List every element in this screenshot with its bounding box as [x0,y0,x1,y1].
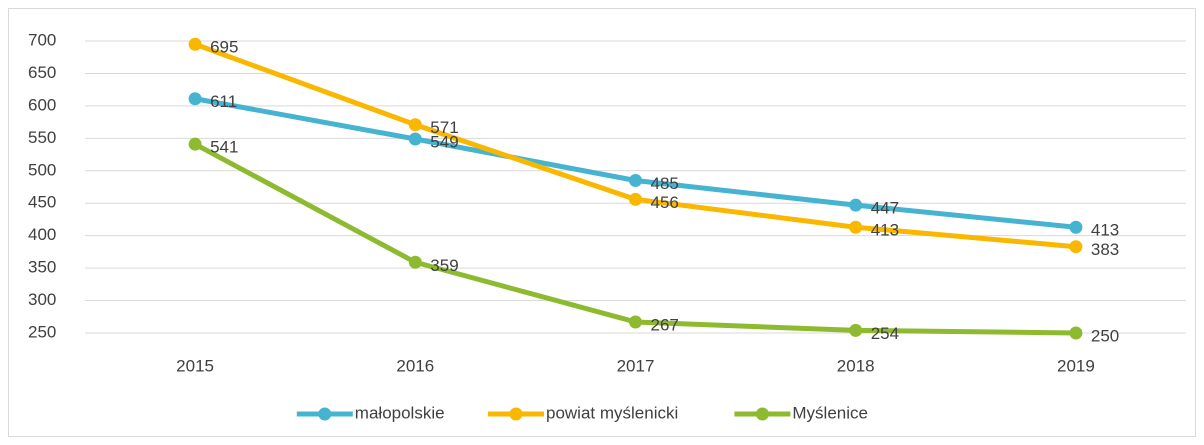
data-point [629,192,642,206]
legend-label: powiat myślenicki [546,403,678,422]
data-label: 413 [871,221,899,240]
data-label: 611 [210,92,237,111]
data-point [408,132,422,146]
legend-marker [509,407,523,421]
data-label: 695 [210,38,238,57]
data-label: 549 [430,132,458,151]
y-tick-label: 350 [28,258,56,277]
data-point [1069,220,1083,234]
x-tick-label: 2017 [617,356,655,375]
data-point [629,174,642,188]
data-point [188,92,202,106]
legend-label: Myślenice [792,403,868,422]
legend-marker [755,407,769,421]
chart-border [8,8,1196,437]
y-tick-label: 300 [28,290,56,309]
x-tick-label: 2018 [837,356,875,375]
data-label: 250 [1091,326,1119,345]
data-point [188,137,202,151]
data-point [1069,326,1083,340]
x-tick-label: 2019 [1057,356,1095,375]
y-tick-label: 700 [28,30,56,49]
data-label: 254 [871,324,899,343]
data-label: 456 [651,193,679,212]
legend-label: małopolskie [355,403,445,422]
data-point [849,198,863,212]
data-point [408,118,422,132]
data-label: 359 [430,256,458,275]
y-tick-label: 450 [28,193,56,212]
y-tick-label: 400 [28,225,56,244]
data-label: 541 [210,138,238,157]
data-label: 447 [871,199,899,218]
data-point [849,323,863,337]
data-label: 383 [1091,240,1119,259]
data-point [629,315,642,329]
data-point [849,220,863,234]
y-tick-label: 500 [28,160,56,179]
data-point [408,255,422,269]
y-tick-label: 650 [28,63,56,82]
data-point [188,37,202,51]
data-point [1069,240,1083,254]
y-tick-label: 250 [28,322,56,341]
x-tick-label: 2016 [396,356,434,375]
legend-marker [318,407,332,421]
data-label: 413 [1091,221,1119,240]
y-tick-label: 550 [28,128,56,147]
data-label: 267 [651,315,679,334]
data-label: 485 [651,174,679,193]
y-tick-label: 600 [28,95,56,114]
data-label: 571 [430,118,458,137]
x-tick-label: 2015 [176,356,214,375]
